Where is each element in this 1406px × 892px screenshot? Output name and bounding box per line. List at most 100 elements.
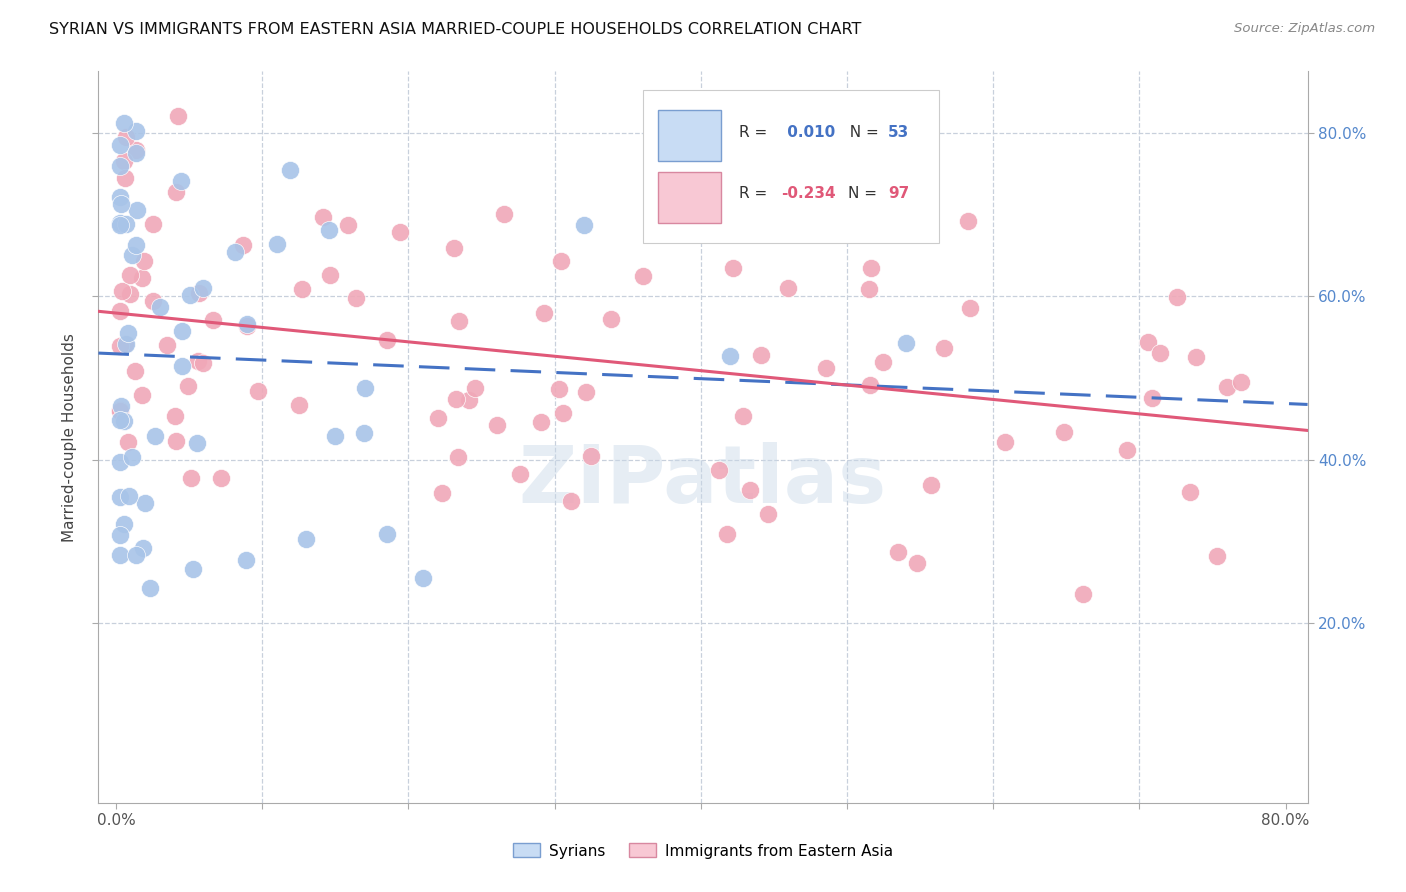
Point <box>114 170 136 185</box>
FancyBboxPatch shape <box>658 110 721 161</box>
Text: -0.234: -0.234 <box>782 186 837 201</box>
Text: N =: N = <box>839 125 883 139</box>
Point <box>492 207 515 221</box>
Point <box>180 471 202 485</box>
Point <box>179 288 201 302</box>
Point <box>1178 485 1201 500</box>
Point <box>131 270 153 285</box>
Text: Source: ZipAtlas.com: Source: ZipAtlas.com <box>1234 22 1375 36</box>
Text: ZIPatlas: ZIPatlas <box>519 442 887 520</box>
Point <box>551 406 574 420</box>
Point <box>149 300 172 314</box>
Text: 0.010: 0.010 <box>782 125 835 139</box>
Point <box>353 426 375 441</box>
Point <box>112 414 135 428</box>
Point <box>464 381 486 395</box>
Point <box>118 286 141 301</box>
Point <box>266 237 288 252</box>
Point <box>115 336 138 351</box>
Point <box>412 571 434 585</box>
Point <box>579 449 602 463</box>
Point <box>1116 443 1139 458</box>
Point <box>375 334 398 348</box>
Point <box>186 436 208 450</box>
Point <box>134 496 156 510</box>
Text: R =: R = <box>740 125 772 139</box>
Point <box>312 211 335 225</box>
Point <box>444 392 467 407</box>
Point <box>859 378 882 392</box>
Point <box>1166 290 1188 304</box>
Point <box>191 355 214 369</box>
Point <box>375 526 398 541</box>
Point <box>430 486 453 500</box>
Text: 97: 97 <box>889 186 910 201</box>
Point <box>716 527 738 541</box>
Point <box>749 348 772 362</box>
Point <box>447 450 470 465</box>
Point <box>236 318 259 332</box>
Point <box>117 326 139 340</box>
Point <box>181 562 204 576</box>
Point <box>117 434 139 449</box>
Point <box>900 180 922 194</box>
Point <box>278 162 301 177</box>
Point <box>125 124 148 138</box>
Point <box>920 477 942 491</box>
Point <box>778 281 800 295</box>
Point <box>125 146 148 161</box>
Point <box>172 359 194 374</box>
Point <box>389 225 412 239</box>
Point <box>112 154 135 169</box>
Point <box>1140 391 1163 405</box>
Point <box>457 392 479 407</box>
Point <box>1215 380 1237 394</box>
Point <box>575 384 598 399</box>
Point <box>814 360 837 375</box>
Point <box>209 470 232 484</box>
Point <box>170 324 193 338</box>
Point <box>110 338 132 352</box>
Legend: Syrians, Immigrants from Eastern Asia: Syrians, Immigrants from Eastern Asia <box>506 838 900 864</box>
Point <box>110 548 132 562</box>
Point <box>235 318 257 333</box>
Point <box>112 516 135 531</box>
Point <box>319 268 342 282</box>
Point <box>124 237 146 252</box>
Point <box>707 463 730 477</box>
Text: 53: 53 <box>889 125 910 139</box>
Point <box>131 388 153 402</box>
Point <box>121 248 143 262</box>
Point <box>110 528 132 542</box>
Point <box>756 508 779 522</box>
Point <box>932 341 955 355</box>
Point <box>1149 346 1171 360</box>
Point <box>110 196 132 211</box>
Point <box>718 349 741 363</box>
Point <box>110 159 132 173</box>
Point <box>114 336 136 351</box>
Point <box>121 450 143 465</box>
Point <box>110 399 132 413</box>
Point <box>165 185 187 199</box>
Text: N =: N = <box>848 186 882 201</box>
Point <box>560 493 582 508</box>
Point <box>165 409 187 423</box>
Point <box>143 429 166 443</box>
Point <box>170 174 193 188</box>
Point <box>167 109 190 123</box>
Point <box>235 553 257 567</box>
Point <box>186 353 208 368</box>
Point <box>548 382 571 396</box>
Point <box>905 556 928 570</box>
FancyBboxPatch shape <box>643 89 939 244</box>
Point <box>426 411 449 425</box>
Point <box>112 115 135 129</box>
Point <box>834 219 856 233</box>
Point <box>353 381 375 395</box>
Point <box>1137 335 1160 350</box>
Point <box>115 217 138 231</box>
Point <box>202 312 225 326</box>
Point <box>509 467 531 482</box>
Point <box>894 335 917 350</box>
